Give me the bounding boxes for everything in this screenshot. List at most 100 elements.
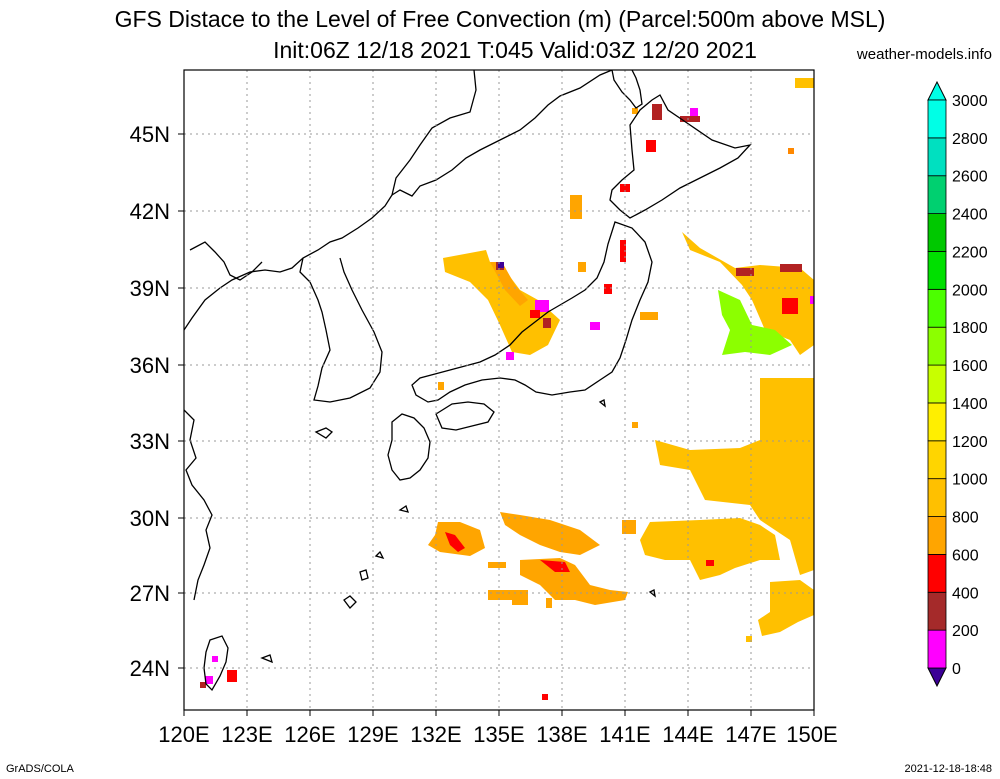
lon-tick-label: 150E bbox=[786, 722, 837, 747]
lat-tick-label: 33N bbox=[130, 429, 170, 454]
field-cell-red-5 bbox=[736, 268, 754, 276]
coastline-ryukyu-4 bbox=[343, 595, 357, 609]
colorbar-swatch bbox=[927, 326, 947, 366]
field-cell-n4 bbox=[646, 140, 656, 152]
colorbar-swatch bbox=[927, 554, 947, 593]
field-cell-n5 bbox=[620, 184, 630, 192]
coastline-russia bbox=[391, 70, 613, 197]
field-cell-red-6 bbox=[780, 264, 802, 272]
field-cell-orange-2 bbox=[640, 312, 658, 320]
coastline-izu-2 bbox=[648, 589, 656, 598]
field-cell-n8 bbox=[788, 148, 794, 154]
lon-tick-label: 120E bbox=[158, 722, 209, 747]
colorbar-label: 1800 bbox=[952, 320, 988, 337]
field-cell-se bbox=[746, 636, 752, 642]
colorbar-swatch bbox=[927, 137, 947, 177]
colorbar-swatch bbox=[927, 251, 947, 290]
colorbar-label: 600 bbox=[952, 547, 979, 564]
field-cell-mid-2 bbox=[622, 520, 636, 534]
field-cell-tw1 bbox=[205, 676, 213, 684]
field-area-pacific-east bbox=[655, 378, 814, 575]
lat-tick-label: 30N bbox=[130, 506, 170, 531]
colorbar-label: 3000 bbox=[952, 93, 988, 110]
lat-tick-label: 39N bbox=[130, 276, 170, 301]
coastline-ryukyu-1 bbox=[398, 504, 409, 513]
coastline-ryukyu-2 bbox=[374, 550, 385, 560]
colorbar-swatch bbox=[927, 516, 947, 555]
software-credit: GrADS/COLA bbox=[6, 763, 74, 775]
field-cell-magenta-1 bbox=[535, 300, 549, 312]
colorbar-swatch bbox=[927, 364, 947, 404]
lon-tick-label: 135E bbox=[473, 722, 524, 747]
field-cell-orange-3 bbox=[578, 262, 586, 272]
colorbar-swatch bbox=[927, 591, 947, 631]
field-area-south-band-2 bbox=[520, 558, 628, 605]
coastline-izu-1 bbox=[598, 399, 606, 408]
field-cell-s4 bbox=[546, 598, 552, 608]
field-cell-s3 bbox=[488, 562, 506, 568]
colorbar-label: 0 bbox=[952, 661, 961, 678]
coastline-hokkaido bbox=[609, 94, 752, 219]
field-cell-c1 bbox=[632, 422, 638, 428]
lon-tick-label: 129E bbox=[347, 722, 398, 747]
lon-tick-label: 126E bbox=[284, 722, 335, 747]
colorbar-swatch bbox=[927, 288, 947, 328]
field-cell-tw3 bbox=[227, 670, 237, 682]
lon-tick-label: 144E bbox=[662, 722, 713, 747]
field-cell-red-7 bbox=[706, 560, 714, 566]
lon-tick-label: 132E bbox=[410, 722, 461, 747]
colorbar-label: 2000 bbox=[952, 282, 988, 299]
field-cell-n9 bbox=[632, 108, 638, 114]
field-cell-s2 bbox=[512, 597, 528, 605]
field-area-southwest-red bbox=[445, 532, 465, 552]
colorbar-label: 800 bbox=[952, 510, 979, 527]
colorbar-label: 1600 bbox=[952, 358, 988, 375]
colorbar-label: 2400 bbox=[952, 207, 988, 224]
lon-tick-labels: 120E 123E 126E 129E 132E 135E 138E 141E … bbox=[158, 722, 837, 747]
field-cell-n7 bbox=[795, 78, 814, 88]
coastline-ryukyu-5 bbox=[260, 654, 273, 664]
colorbar-swatch bbox=[927, 478, 947, 517]
field-cell-tw4 bbox=[212, 656, 218, 662]
coastline-shikoku bbox=[435, 401, 495, 431]
field-cell-tw2 bbox=[200, 682, 206, 688]
colorbar-swatch bbox=[927, 99, 947, 139]
lat-tick-label: 27N bbox=[130, 581, 170, 606]
coastline-honshu bbox=[411, 221, 653, 403]
colorbar-label: 2800 bbox=[952, 131, 988, 148]
colorbar-label: 2600 bbox=[952, 169, 988, 186]
field-area-green bbox=[718, 290, 792, 355]
field-area-pacific-mid bbox=[640, 518, 780, 580]
field-cell-magenta-5 bbox=[810, 296, 814, 304]
field-cell-n6 bbox=[570, 195, 582, 219]
coastline-taiwan bbox=[203, 635, 229, 692]
field-cell-sea bbox=[542, 694, 548, 700]
colorbar-swatch bbox=[927, 440, 947, 480]
lon-tick-label: 123E bbox=[221, 722, 272, 747]
coastline-mainland bbox=[184, 70, 477, 331]
colorbar-swatch bbox=[927, 402, 947, 442]
colorbar-swatch bbox=[927, 175, 947, 215]
coastline-sakhalin bbox=[611, 70, 643, 109]
field-area-south-band bbox=[500, 512, 600, 555]
field-cell-red-1 bbox=[530, 310, 540, 318]
gridlines bbox=[184, 70, 814, 710]
coastline-korea bbox=[299, 257, 383, 403]
field-cell-magenta-2 bbox=[506, 352, 514, 360]
render-timestamp: 2021-12-18-18:48 bbox=[904, 763, 992, 775]
lon-tick-label: 147E bbox=[725, 722, 776, 747]
coastline-china-east bbox=[184, 409, 213, 601]
lat-tick-label: 36N bbox=[130, 353, 170, 378]
field-cell-red-2 bbox=[543, 318, 551, 328]
colorbar-bottom-arrow bbox=[927, 667, 947, 688]
field-area-southeast bbox=[758, 580, 814, 636]
field-cell-c2 bbox=[438, 382, 444, 390]
colorbar-label: 400 bbox=[952, 585, 979, 602]
chart-title: GFS Distace to the Level of Free Convect… bbox=[114, 6, 886, 32]
field-cell-n3 bbox=[690, 108, 698, 116]
field-cell-n2 bbox=[680, 116, 700, 122]
field-cell-s1 bbox=[488, 590, 528, 600]
coastline-shandong bbox=[189, 241, 263, 281]
field-cell-magenta-3 bbox=[590, 322, 600, 330]
